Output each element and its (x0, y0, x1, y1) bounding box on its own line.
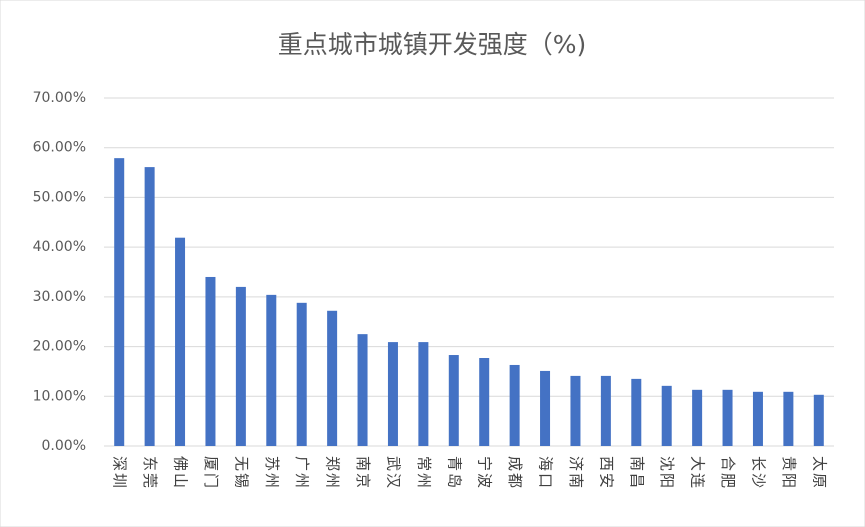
x-tick-label: 合肥 (719, 456, 737, 490)
bar (357, 334, 368, 446)
bar (205, 276, 216, 446)
x-tick-label: 东莞 (141, 456, 159, 490)
bar (813, 394, 824, 446)
bar (387, 342, 398, 446)
bar (144, 167, 155, 447)
x-tick-label: 成都 (506, 456, 524, 490)
x-tick-label: 海口 (537, 456, 555, 490)
bar (114, 158, 125, 446)
bar (540, 370, 551, 446)
bar (783, 391, 794, 446)
x-tick-label: 沈阳 (658, 456, 676, 490)
bar (661, 385, 672, 446)
x-tick-label: 长沙 (749, 456, 767, 490)
x-tick-label: 深圳 (111, 456, 129, 490)
bar (600, 375, 611, 446)
y-tick-label: 0.00% (42, 438, 86, 454)
x-tick-label: 武汉 (384, 456, 402, 490)
y-tick-label: 70.00% (33, 90, 86, 106)
y-tick-label: 30.00% (33, 289, 86, 305)
x-tick-label: 南京 (354, 456, 372, 490)
bar (570, 375, 581, 446)
bar (175, 237, 186, 446)
bar (479, 358, 490, 446)
x-tick-label: 佛山 (172, 456, 190, 490)
x-tick-label: 苏州 (263, 456, 281, 490)
bar (509, 364, 520, 446)
bar (266, 294, 277, 446)
bar (327, 310, 338, 446)
x-tick-label: 常州 (415, 456, 433, 490)
y-tick-label: 40.00% (33, 239, 86, 255)
x-tick-label: 济南 (567, 456, 585, 490)
y-tick-label: 50.00% (33, 189, 86, 205)
x-tick-label: 南昌 (628, 456, 646, 490)
x-tick-label: 无锡 (232, 456, 250, 490)
x-tick-label: 宁波 (476, 456, 494, 490)
bar (752, 391, 763, 446)
x-tick-label: 广州 (293, 456, 311, 490)
y-tick-label: 20.00% (33, 339, 86, 355)
bar (448, 355, 459, 446)
bar (631, 378, 642, 446)
bar (692, 389, 703, 446)
x-tick-label: 郑州 (324, 456, 342, 490)
x-tick-label: 贵阳 (780, 456, 798, 490)
x-tick-label: 青岛 (445, 456, 463, 490)
x-tick-label: 厦门 (202, 456, 220, 490)
x-tick-label: 西安 (597, 456, 615, 490)
bar (235, 286, 246, 446)
chart-title: 重点城市城镇开发强度（%) (278, 30, 587, 59)
bar (418, 342, 429, 446)
y-tick-label: 10.00% (33, 388, 86, 404)
y-tick-label: 60.00% (33, 140, 86, 156)
bar (722, 389, 733, 446)
x-tick-label: 太原 (810, 456, 828, 490)
x-tick-label: 大连 (689, 456, 707, 490)
bar (296, 302, 307, 446)
